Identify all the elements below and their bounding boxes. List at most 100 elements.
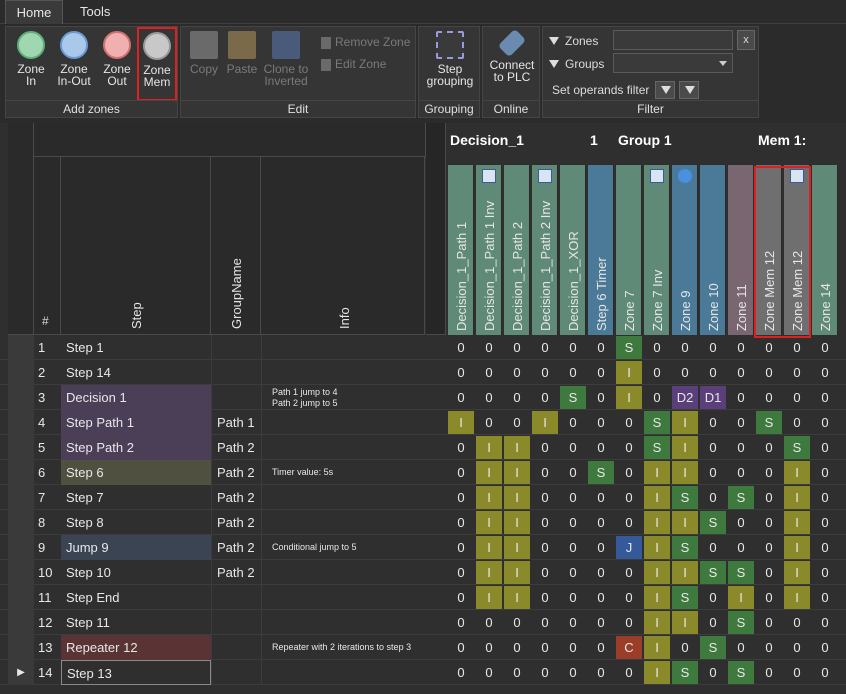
zone-cell[interactable]: I	[616, 361, 642, 384]
info-cell[interactable]	[261, 510, 425, 535]
zone-cell[interactable]: I	[644, 561, 670, 584]
zone-cell[interactable]: 0	[765, 465, 773, 480]
info-cell[interactable]	[261, 410, 425, 435]
zone-cell[interactable]: I	[784, 486, 810, 509]
zone-cell[interactable]: J	[616, 536, 642, 559]
zone-cell[interactable]: 0	[625, 490, 633, 505]
group-name-cell[interactable]: Path 2	[211, 435, 261, 460]
zone-column-header[interactable]: Decision_1_Path 2 Inv	[532, 165, 558, 335]
zone-cell[interactable]: S	[728, 561, 754, 584]
zone-cell[interactable]: I	[784, 586, 810, 609]
zone-column-header[interactable]: Zone 14	[812, 165, 838, 335]
zone-cell[interactable]: 0	[709, 465, 717, 480]
clear-operands-filter-button[interactable]	[679, 81, 699, 99]
zone-cell[interactable]: 0	[569, 415, 577, 430]
zone-cell[interactable]: 0	[765, 490, 773, 505]
zone-cell[interactable]: D2	[672, 386, 698, 409]
row-selector[interactable]	[8, 360, 34, 385]
zone-cell[interactable]: S	[644, 436, 670, 459]
zone-cell[interactable]: 0	[457, 665, 465, 680]
info-cell[interactable]	[261, 360, 425, 385]
zone-cell[interactable]: 0	[485, 640, 493, 655]
zone-column-header[interactable]: Zone 7	[616, 165, 642, 335]
zone-cell[interactable]: I	[672, 411, 698, 434]
zone-cell[interactable]: 0	[457, 440, 465, 455]
zone-cell[interactable]: I	[504, 511, 530, 534]
zone-cell[interactable]: I	[644, 536, 670, 559]
zone-cell[interactable]: I	[644, 611, 670, 634]
zone-cell[interactable]: I	[504, 536, 530, 559]
zone-cell[interactable]: 0	[821, 415, 829, 430]
zone-cell[interactable]: 0	[737, 415, 745, 430]
zone-cell[interactable]: 0	[457, 615, 465, 630]
step-name-cell[interactable]: Step Path 1	[61, 410, 211, 435]
zone-cell[interactable]: I	[644, 461, 670, 484]
group-name-cell[interactable]	[211, 610, 261, 635]
zone-cell[interactable]: 0	[457, 515, 465, 530]
zone-cell[interactable]: 0	[513, 390, 521, 405]
zone-cell[interactable]: 0	[625, 615, 633, 630]
zone-cell[interactable]: S	[756, 411, 782, 434]
zone-cell[interactable]: 0	[709, 340, 717, 355]
zone-cell[interactable]: 0	[597, 415, 605, 430]
zone-cell[interactable]: 0	[513, 665, 521, 680]
zone-cell[interactable]: 0	[485, 615, 493, 630]
step-name-cell[interactable]: Step 8	[66, 515, 104, 530]
zone-cell[interactable]: 0	[765, 565, 773, 580]
zone-cell[interactable]: 0	[597, 665, 605, 680]
zone-cell[interactable]: 0	[457, 565, 465, 580]
zone-cell[interactable]: 0	[625, 515, 633, 530]
copy-button[interactable]: Copy	[185, 31, 223, 75]
zone-cell[interactable]: 0	[625, 440, 633, 455]
group-name-cell[interactable]	[211, 660, 261, 685]
zone-cell[interactable]: 0	[737, 465, 745, 480]
group-name-cell[interactable]: Path 2	[211, 460, 261, 485]
group-name-cell[interactable]: Path 2	[211, 485, 261, 510]
zone-cell[interactable]: I	[784, 536, 810, 559]
zone-cell[interactable]: 0	[821, 465, 829, 480]
zone-cell[interactable]: I	[476, 561, 502, 584]
zone-cell[interactable]: I	[504, 486, 530, 509]
zone-cell[interactable]: 0	[625, 465, 633, 480]
row-selector[interactable]	[8, 635, 34, 660]
remove-zone-button[interactable]: Remove Zone	[321, 35, 410, 49]
zone-cell[interactable]: 0	[597, 440, 605, 455]
zone-cell[interactable]: 0	[513, 640, 521, 655]
zone-cell[interactable]: 0	[569, 565, 577, 580]
zone-cell[interactable]: 0	[457, 390, 465, 405]
zone-column-header[interactable]: Decision_1_Path 1	[448, 165, 474, 335]
tab-home[interactable]: Home	[5, 0, 63, 24]
info-cell[interactable]	[261, 435, 425, 460]
zone-cell[interactable]: 0	[597, 615, 605, 630]
step-name-cell[interactable]: Step 10	[66, 565, 111, 580]
zone-in-out-button[interactable]: Zone In-Out	[54, 31, 94, 87]
zone-cell[interactable]: 0	[541, 340, 549, 355]
zone-cell[interactable]: 0	[597, 390, 605, 405]
zone-cell[interactable]: 0	[597, 565, 605, 580]
table-row[interactable]: 12 Step 11 0 0 0 0 0 0 0 I I 0 S 0 0 0	[0, 610, 846, 635]
zone-cell[interactable]: 0	[709, 540, 717, 555]
zone-cell[interactable]: 0	[541, 465, 549, 480]
zone-column-header[interactable]: Zone 10	[700, 165, 726, 335]
zone-cell[interactable]: 0	[541, 515, 549, 530]
zone-cell[interactable]: 0	[793, 415, 801, 430]
col-header-num[interactable]: #	[34, 157, 61, 335]
zone-cell[interactable]: 0	[569, 540, 577, 555]
zones-filter-input[interactable]	[613, 30, 733, 50]
step-name-cell[interactable]: Step 11	[66, 615, 110, 630]
zone-cell[interactable]: S	[700, 561, 726, 584]
zone-cell[interactable]: S	[672, 661, 698, 684]
operands-filter-button[interactable]	[655, 81, 675, 99]
zone-cell[interactable]: 0	[709, 415, 717, 430]
zone-cell[interactable]: I	[504, 561, 530, 584]
splitter[interactable]	[426, 123, 446, 335]
zone-cell[interactable]: S	[784, 436, 810, 459]
zone-cell[interactable]: 0	[737, 390, 745, 405]
zone-cell[interactable]: 0	[821, 565, 829, 580]
zone-cell[interactable]: 0	[765, 665, 773, 680]
group-name-cell[interactable]	[211, 385, 261, 410]
